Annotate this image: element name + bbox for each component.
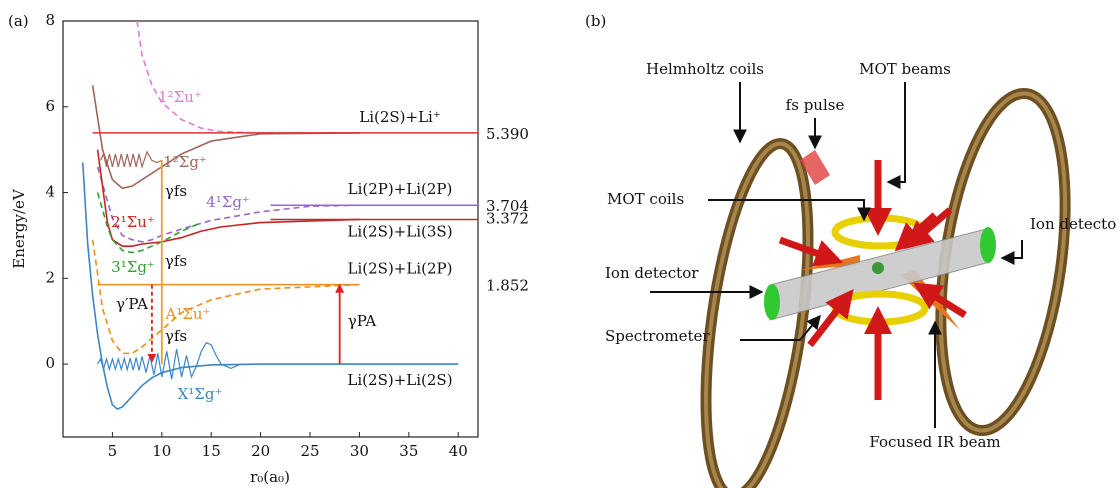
wavefunction bbox=[100, 150, 163, 170]
diagram-label: Ion detector bbox=[1030, 215, 1116, 233]
panel-label: (b) bbox=[585, 12, 606, 30]
y-axis-label: Energy/eV bbox=[10, 188, 28, 269]
asymptote-label: Li(2P)+Li(2P) bbox=[348, 180, 453, 198]
mot-beams bbox=[778, 160, 967, 400]
x-tick-label: 20 bbox=[251, 442, 270, 460]
curve-label: 2¹Σu⁺ bbox=[111, 213, 155, 231]
potential-curve bbox=[96, 192, 202, 254]
x-tick-label: 10 bbox=[152, 442, 171, 460]
asymptote-label: Li(2S)+Li⁺ bbox=[359, 108, 441, 126]
x-tick-label: 15 bbox=[202, 442, 221, 460]
y-tick-label: 6 bbox=[45, 97, 55, 115]
potential-curve bbox=[96, 166, 360, 243]
diagram-label: fs pulse bbox=[786, 96, 845, 114]
x-axis-label: r₀(a₀) bbox=[250, 468, 290, 486]
curve-label: X¹Σg⁺ bbox=[178, 385, 223, 403]
potential-curve bbox=[136, 21, 360, 134]
diagram-label: Focused IR beam bbox=[869, 433, 1000, 451]
curve-label: 4¹Σg⁺ bbox=[206, 193, 250, 211]
asymptote-value: 3.372 bbox=[486, 209, 529, 227]
atom-cloud bbox=[872, 262, 884, 274]
diagram-label: MOT coils bbox=[607, 190, 684, 208]
plot-frame bbox=[62, 20, 479, 438]
x-tick-label: 40 bbox=[449, 442, 468, 460]
ion-detector bbox=[980, 227, 996, 263]
curve-label: 1²Σu⁺ bbox=[158, 88, 202, 106]
y-tick-label: 8 bbox=[45, 11, 55, 29]
x-tick-label: 25 bbox=[300, 442, 319, 460]
asymptote-value: 5.390 bbox=[486, 125, 529, 143]
asymptote-label: Li(2S)+Li(3S) bbox=[347, 222, 452, 240]
ion-detector bbox=[764, 284, 780, 320]
annotation: γ′PA bbox=[116, 295, 148, 313]
mot-coil bbox=[831, 290, 929, 326]
fs-pulse bbox=[800, 150, 830, 185]
potential-curve bbox=[81, 162, 459, 411]
curve-label: A¹Σu⁺ bbox=[164, 305, 210, 323]
x-tick-label: 35 bbox=[399, 442, 418, 460]
diagram-label: Helmholtz coils bbox=[646, 60, 764, 78]
y-tick-label: 0 bbox=[45, 354, 55, 372]
potential-curve bbox=[91, 239, 360, 355]
annotation: γfs bbox=[165, 327, 187, 345]
y-tick-label: 4 bbox=[45, 183, 55, 201]
potential-curve bbox=[91, 85, 360, 190]
diagram-label: Spectrometer bbox=[605, 327, 710, 345]
annotation: γPA bbox=[348, 312, 377, 330]
asymptote-label: Li(2S)+Li(2P) bbox=[348, 260, 453, 278]
annotation: Li(2S)+Li(2S) bbox=[347, 371, 452, 389]
y-tick-label: 2 bbox=[45, 268, 55, 286]
x-tick-label: 5 bbox=[108, 442, 118, 460]
annotation: γfs bbox=[165, 252, 187, 270]
apparatus bbox=[650, 82, 1071, 488]
diagram-label: MOT beams bbox=[859, 60, 951, 78]
potential-curve bbox=[96, 149, 360, 247]
asymptote-value: 1.852 bbox=[486, 277, 529, 295]
annotation: γfs bbox=[165, 182, 187, 200]
plot-area bbox=[81, 21, 478, 411]
panel-label: (a) bbox=[8, 12, 29, 30]
asymptote-value: 3.704 bbox=[486, 197, 529, 215]
diagram-label: Ion detector bbox=[605, 264, 699, 282]
x-tick-label: 30 bbox=[350, 442, 369, 460]
curve-label: 3¹Σg⁺ bbox=[111, 258, 155, 276]
helmholtz-coil bbox=[704, 141, 810, 488]
curve-label: 1²Σg⁺ bbox=[163, 153, 207, 171]
